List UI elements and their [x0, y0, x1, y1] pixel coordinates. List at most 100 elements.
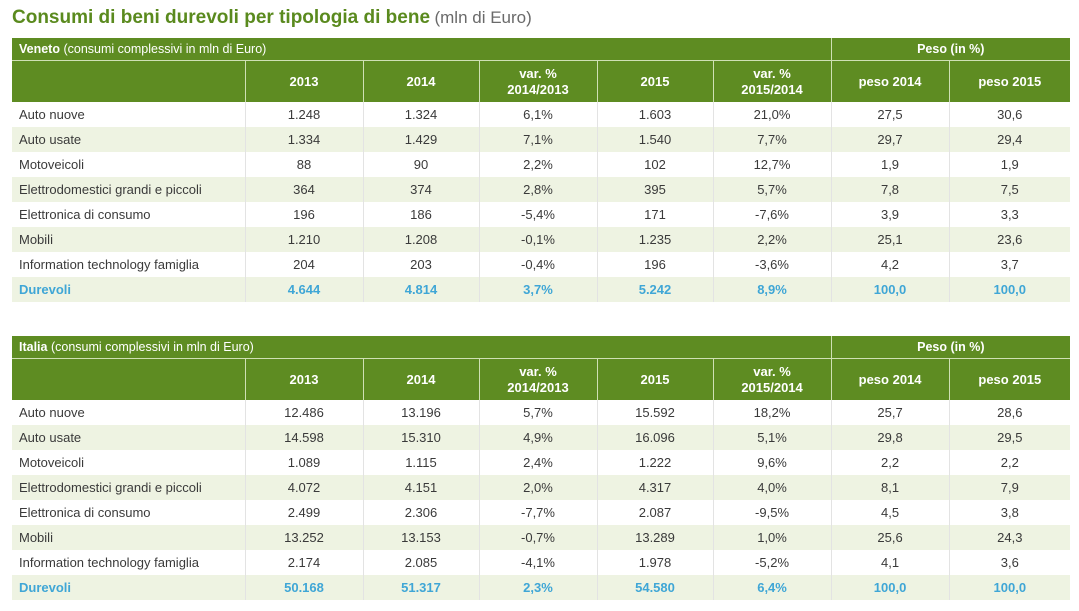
- table-cell: 9,6%: [712, 450, 832, 475]
- table-cell: 12,7%: [712, 152, 832, 177]
- table-cell: 18,2%: [712, 400, 832, 425]
- table-cell: 4,5: [830, 500, 950, 525]
- table-row: Auto usate 1.334 1.429 7,1% 1.540 7,7% 29,7 29,…: [12, 127, 1071, 152]
- table-cell: 5.242: [596, 277, 713, 302]
- table-cell: 2.174: [244, 550, 363, 575]
- table-cell: 7,5: [948, 177, 1071, 202]
- table-cell: 102: [596, 152, 713, 177]
- table-row: Motoveicoli 1.089 1.115 2,4% 1.222 9,6% 2,2 2,2: [12, 450, 1071, 475]
- table-cell: 27,5: [830, 102, 950, 127]
- row-label: Motoveicoli: [19, 455, 85, 470]
- table-cell: 4.317: [596, 475, 713, 500]
- table-cell: 8,1: [830, 475, 950, 500]
- table-cell: 2.085: [362, 550, 479, 575]
- table-row: Information technology famiglia 2.174 2.08…: [12, 550, 1071, 575]
- row-label: Information technology famiglia: [19, 555, 199, 570]
- table-cell: 1.603: [596, 102, 713, 127]
- veneto-region-name: Veneto: [19, 42, 60, 56]
- table-cell: 51.317: [362, 575, 479, 600]
- table-cell: 3,6: [948, 550, 1071, 575]
- table-cell: 4.072: [244, 475, 363, 500]
- veneto-region-caption: Veneto (consumi complessivi in mln di Eu…: [12, 38, 832, 61]
- row-label: Elettrodomestici grandi e piccoli: [12, 475, 245, 500]
- table-cell: 8,9%: [712, 277, 832, 302]
- table-cell: 13.252: [244, 525, 363, 550]
- table-cell: 15.592: [596, 400, 713, 425]
- title-main: Consumi di beni durevoli per tipologia d…: [12, 7, 431, 28]
- table-cell: 203: [362, 252, 479, 277]
- italia-col-2014: 2014: [362, 358, 479, 400]
- table-cell: 5,7%: [712, 177, 832, 202]
- table-cell: 15.310: [362, 425, 479, 450]
- table-cell: -0,7%: [478, 525, 597, 550]
- table-cell: 1.115: [362, 450, 479, 475]
- page-title: Consumi di beni durevoli per tipologia d…: [12, 4, 532, 32]
- table-cell: 4,1: [830, 550, 950, 575]
- row-label: Information technology famiglia: [19, 257, 199, 272]
- italia-col-2013: 2013: [244, 358, 363, 400]
- table-cell: 100,0: [948, 277, 1071, 302]
- table-cell: 100,0: [948, 575, 1071, 600]
- table-cell: 29,7: [830, 127, 950, 152]
- veneto-col-peso-2014: peso 2014: [830, 60, 950, 102]
- veneto-col-label: [12, 60, 245, 102]
- italia-col-peso-2015: peso 2015: [948, 358, 1071, 400]
- table-cell: -4,1%: [478, 550, 597, 575]
- table-cell: -0,4%: [478, 252, 597, 277]
- italia-region-caption: Italia (consumi complessivi in mln di Eu…: [12, 336, 832, 359]
- table-cell: 13.153: [362, 525, 479, 550]
- table-row: Mobili 1.210 1.208 -0,1% 1.235 2,2% 25,1 23,6: [12, 227, 1071, 252]
- table-cell: 4,0%: [712, 475, 832, 500]
- table-cell: 2,3%: [478, 575, 597, 600]
- veneto-header-columns: 2013 2014 var. % 2014/2013 2015 var. % 201…: [12, 60, 1071, 102]
- italia-rows: Auto nuove 12.486 13.196 5,7% 15.592 18,2% 25,…: [12, 400, 1071, 600]
- table-row: Elettronica di consumo 196 186 -5,4% 171 -7,6…: [12, 202, 1071, 227]
- table-cell: 13.196: [362, 400, 479, 425]
- table-cell: 2,0%: [478, 475, 597, 500]
- row-label: Elettrodomestici grandi e piccoli: [12, 177, 245, 202]
- table-cell: 30,6: [948, 102, 1071, 127]
- table-cell: 29,5: [948, 425, 1071, 450]
- table-cell: 3,7: [948, 252, 1071, 277]
- italia-table: Italia (consumi complessivi in mln di Eu…: [12, 336, 1071, 600]
- table-cell: -5,4%: [478, 202, 597, 227]
- table-cell: 3,8: [948, 500, 1071, 525]
- veneto-region-subtitle: (consumi complessivi in mln di Euro): [63, 42, 267, 56]
- italia-col-var-2015: var. % 2015/2014: [712, 358, 832, 400]
- table-cell: 2,4%: [478, 450, 597, 475]
- veneto-header-top: Veneto (consumi complessivi in mln di Eu…: [12, 38, 1071, 61]
- table-cell: 171: [596, 202, 713, 227]
- table-cell: 100,0: [830, 575, 950, 600]
- table-cell: 204: [244, 252, 363, 277]
- italia-header-columns: 2013 2014 var. % 2014/2013 2015 var. % 201…: [12, 358, 1071, 400]
- table-cell: -9,5%: [712, 500, 832, 525]
- italia-region-name: Italia: [19, 340, 48, 354]
- veneto-col-var-2015: var. % 2015/2014: [712, 60, 832, 102]
- row-label: Mobili: [12, 525, 245, 550]
- table-cell: -3,6%: [712, 252, 832, 277]
- table-cell: 23,6: [948, 227, 1071, 252]
- total-row: Durevoli 50.168 51.317 2,3% 54.580 6,4% 100,0 1…: [12, 575, 1071, 600]
- table-cell: 1.324: [362, 102, 479, 127]
- table-cell: 5,1%: [712, 425, 832, 450]
- table-cell: 1.210: [244, 227, 363, 252]
- italia-peso-header: Peso (in %): [830, 336, 1071, 359]
- table-cell: 2,2%: [712, 227, 832, 252]
- row-label: Auto nuove: [19, 405, 85, 420]
- table-cell: 4.814: [362, 277, 479, 302]
- table-cell: 29,8: [830, 425, 950, 450]
- italia-col-2015: 2015: [596, 358, 713, 400]
- table-row: Motoveicoli 88 90 2,2% 102 12,7% 1,9 1,9: [12, 152, 1071, 177]
- table-cell: -7,6%: [712, 202, 832, 227]
- table-row: Mobili 13.252 13.153 -0,7% 13.289 1,0% 25,6 24,…: [12, 525, 1071, 550]
- table-cell: 2.087: [596, 500, 713, 525]
- table-cell: 25,6: [830, 525, 950, 550]
- table-cell: 14.598: [244, 425, 363, 450]
- row-label: Mobili: [12, 227, 245, 252]
- table-cell: 7,7%: [712, 127, 832, 152]
- table-row: Auto usate 14.598 15.310 4,9% 16.096 5,1% 29,8…: [12, 425, 1071, 450]
- title-unit: (mln di Euro): [434, 8, 532, 27]
- row-label: Durevoli: [12, 277, 245, 302]
- table-cell: 1.540: [596, 127, 713, 152]
- row-label: Auto nuove: [19, 107, 85, 122]
